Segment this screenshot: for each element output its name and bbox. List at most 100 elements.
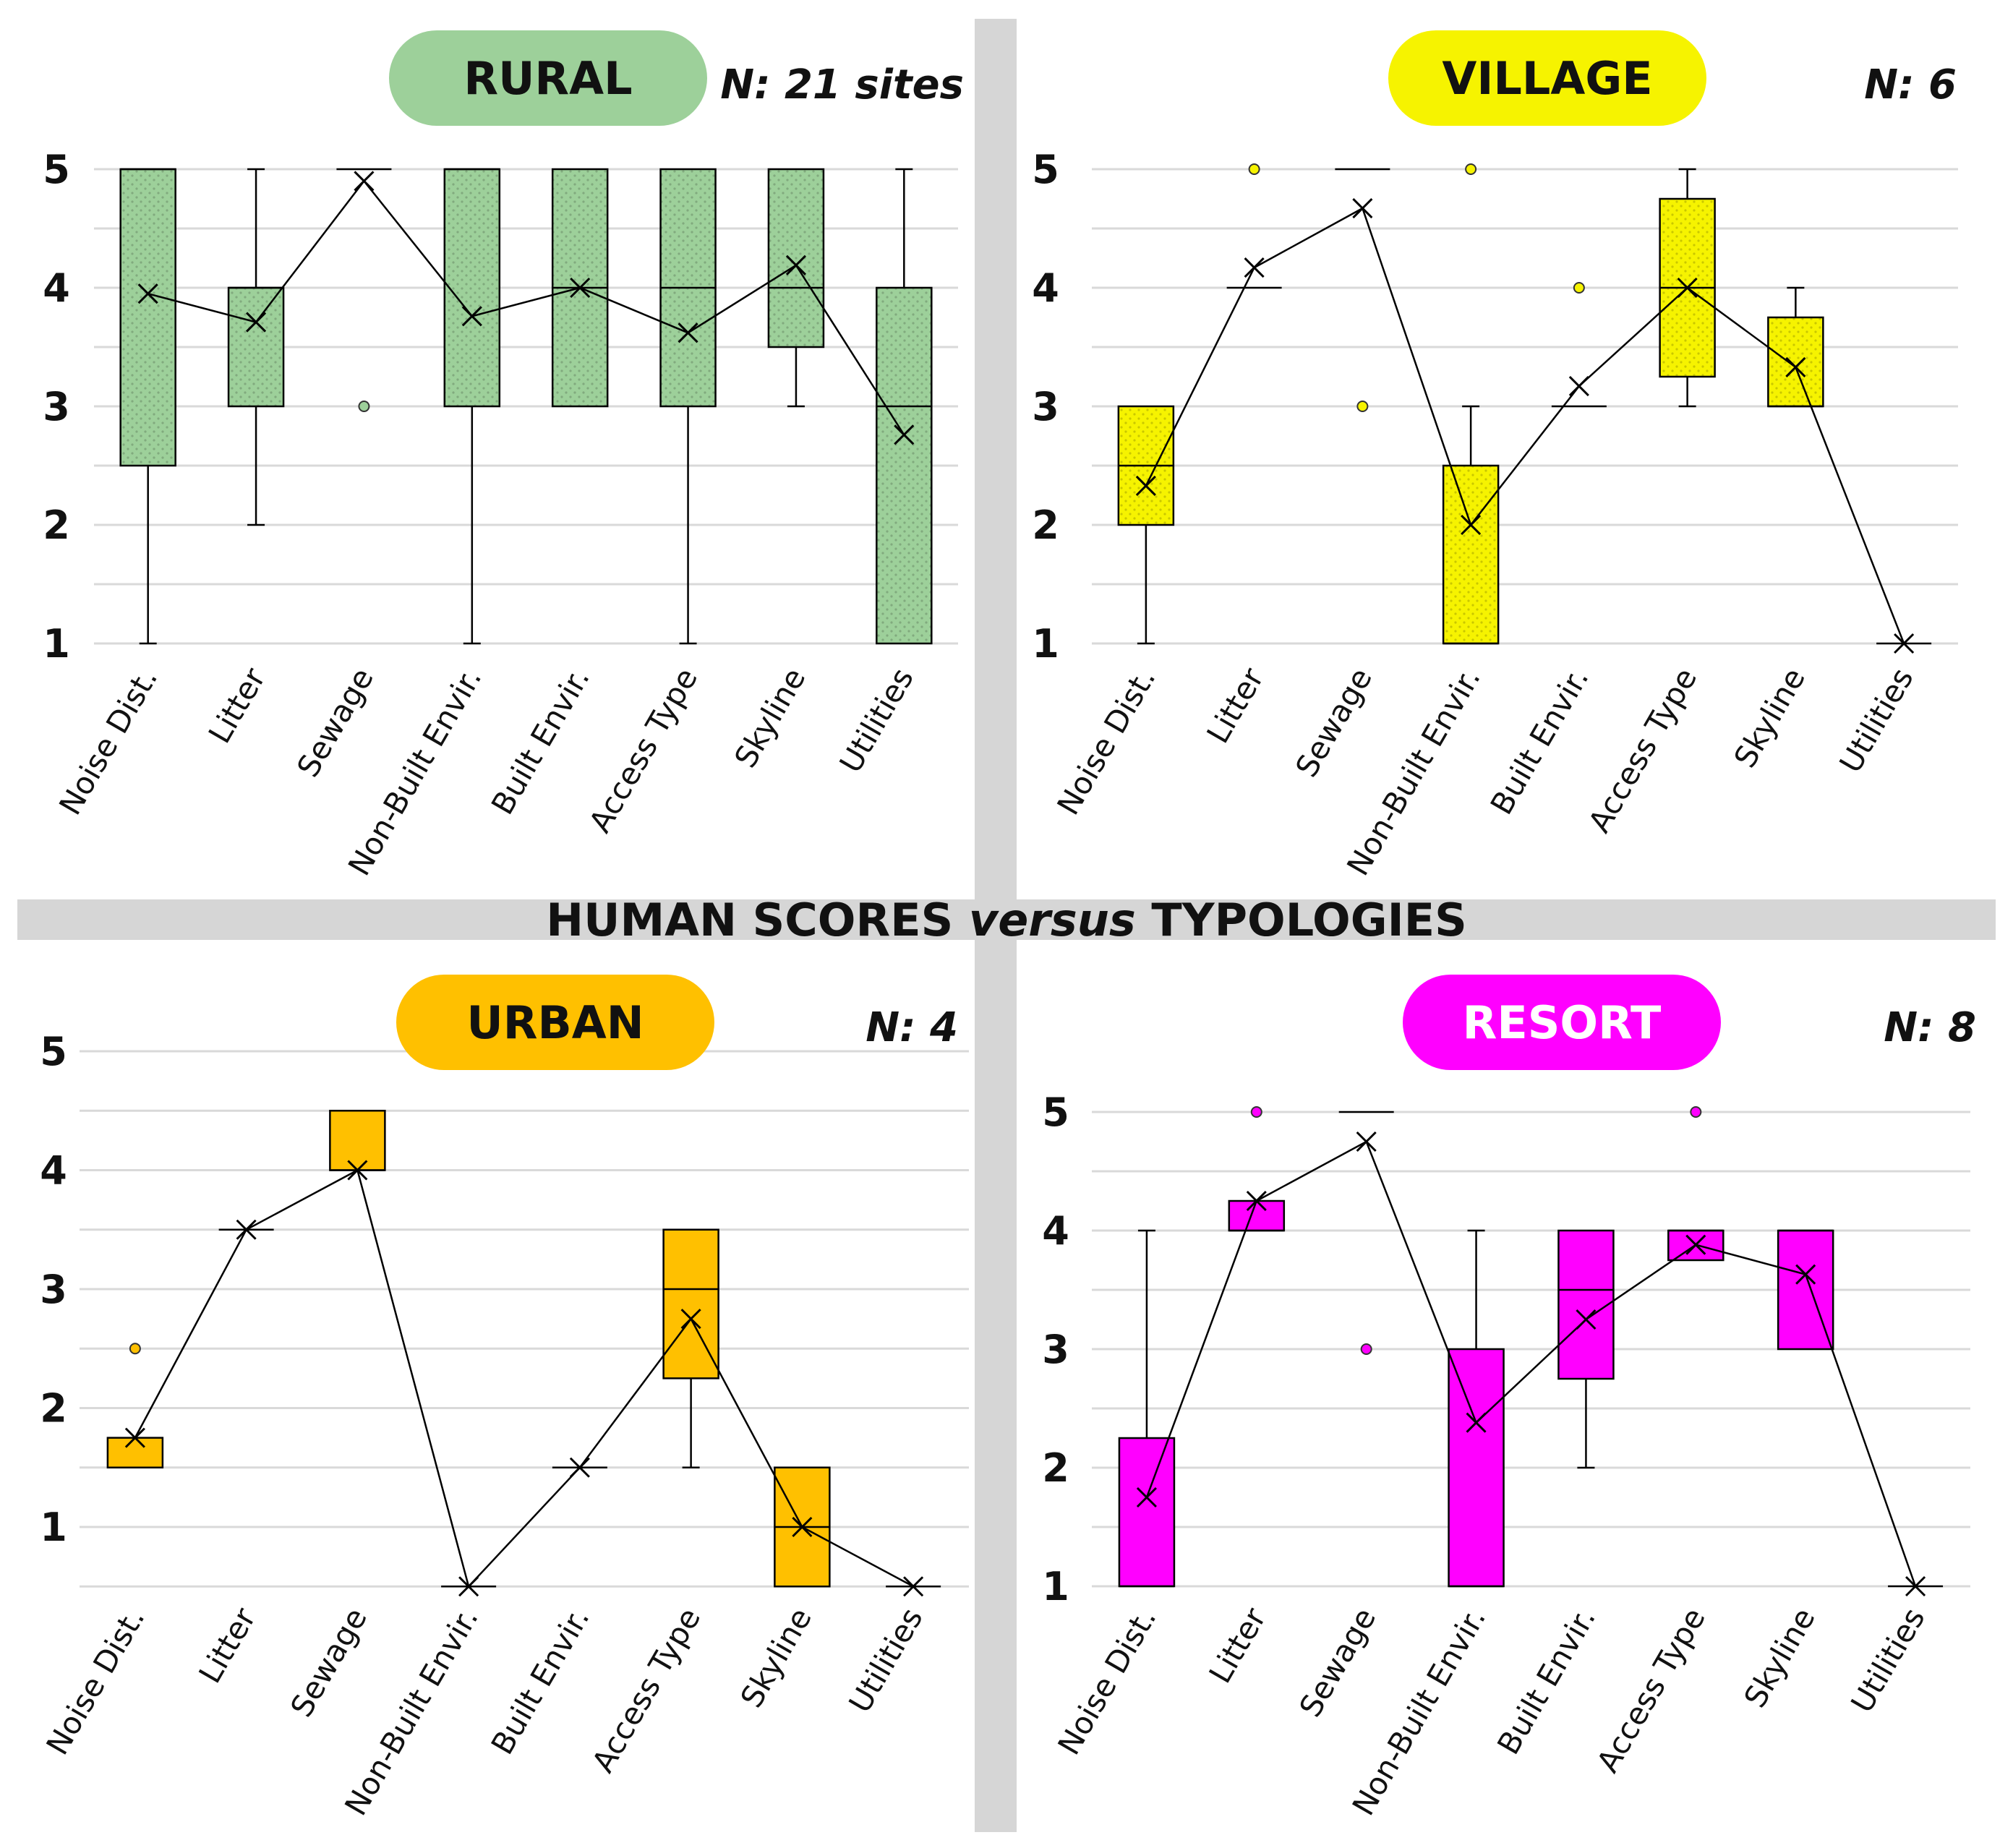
box-noise-dist-: [1118, 1229, 1176, 1588]
horizontal-divider: [17, 899, 1996, 940]
y-tick-label: 4: [1042, 1208, 1069, 1254]
mean-marker: [458, 1576, 479, 1597]
outlier-point: [1356, 401, 1369, 412]
mean-marker: [680, 1309, 701, 1330]
outlier-point: [358, 401, 370, 412]
sample-size-label: N: 6: [1864, 61, 1957, 108]
mean-marker: [1135, 475, 1156, 496]
outlier-point: [1248, 163, 1260, 175]
mean-marker: [347, 1160, 368, 1181]
box-litter: [1228, 1106, 1286, 1232]
mean-marker: [1136, 1486, 1158, 1508]
y-tick-label: 5: [40, 1029, 67, 1074]
box-non-built-envir-: [1448, 1229, 1505, 1588]
mean-trend-line: [148, 179, 905, 436]
box-body: [1228, 1199, 1286, 1232]
mean-marker: [1246, 1190, 1267, 1212]
y-tick-label: 5: [1042, 1090, 1069, 1135]
y-tick-label: 3: [1032, 384, 1059, 429]
box-utilities: [876, 168, 933, 645]
box-litter: [1226, 163, 1282, 289]
box-texture: [228, 288, 284, 406]
box-body: [1448, 1348, 1505, 1588]
panel-title-pill: [1388, 30, 1706, 126]
panel-title: URBAN: [466, 996, 644, 1049]
mean-marker: [1568, 376, 1589, 397]
box-built-envir-: [1551, 282, 1607, 408]
box-texture: [768, 169, 824, 347]
mean-marker: [1905, 1575, 1926, 1597]
sample-size-label: N: 8: [1884, 1004, 1976, 1051]
box-texture: [120, 169, 176, 466]
box-body: [1777, 1229, 1834, 1351]
figure-title: HUMAN SCORES versus TYPOLOGIES: [546, 894, 1466, 946]
outlier-point: [1360, 1343, 1372, 1355]
box-non-built-envir-: [1442, 163, 1500, 645]
mean-trend-line: [1145, 207, 1905, 644]
panel-title-pill: [1403, 975, 1721, 1070]
y-tick-label: 2: [1042, 1445, 1069, 1491]
box-texture: [444, 169, 500, 406]
box-noise-dist-: [106, 1343, 164, 1468]
y-tick-label: 3: [40, 1267, 67, 1312]
mean-marker: [1352, 198, 1373, 219]
y-tick-label: 1: [1032, 621, 1059, 667]
outlier-point: [1465, 163, 1477, 175]
box-sewage: [329, 1110, 386, 1171]
mean-marker: [894, 424, 915, 445]
mean-marker: [785, 254, 807, 275]
y-tick-label: 5: [43, 147, 70, 192]
y-tick-label: 3: [1042, 1327, 1069, 1372]
box-sewage: [1335, 168, 1390, 412]
y-tick-label: 4: [40, 1148, 67, 1194]
mean-marker: [1677, 277, 1698, 299]
box-built-envir-: [1557, 1229, 1615, 1469]
mean-marker: [137, 283, 158, 304]
y-tick-label: 4: [43, 265, 70, 311]
mean-marker: [246, 312, 267, 333]
y-tick-label: 1: [1042, 1564, 1069, 1609]
panel-title: RURAL: [463, 52, 632, 105]
box-body: [329, 1110, 386, 1171]
y-tick-label: 4: [1032, 265, 1059, 311]
mean-marker: [1795, 1264, 1816, 1285]
mean-marker: [569, 1457, 590, 1478]
panel-title: VILLAGE: [1442, 52, 1652, 105]
box-body: [106, 1437, 164, 1468]
y-tick-label: 1: [40, 1505, 67, 1550]
sample-size-label: N: 21 sites: [720, 61, 964, 108]
y-tick-label: 2: [43, 502, 70, 548]
panel-title-pill: [389, 30, 707, 126]
mean-marker: [124, 1427, 145, 1448]
outlier-point: [129, 1343, 141, 1355]
mean-marker: [1576, 1309, 1597, 1330]
y-tick-label: 3: [43, 384, 70, 429]
sample-size-label: N: 4: [866, 1004, 958, 1051]
mean-marker: [1244, 257, 1265, 278]
box-body: [1557, 1229, 1615, 1380]
mean-marker: [461, 306, 482, 327]
box-non-built-envir-: [443, 168, 501, 645]
mean-trend-line: [1145, 1140, 1917, 1587]
panel-title-pill: [396, 975, 714, 1070]
box-litter: [227, 168, 285, 526]
y-tick-label: 2: [1032, 502, 1059, 548]
y-tick-label: 1: [43, 621, 70, 667]
box-noise-dist-: [1117, 405, 1175, 645]
box-sewage: [1338, 1111, 1394, 1355]
box-texture: [1768, 317, 1824, 406]
mean-marker: [903, 1576, 924, 1597]
panel-title: RESORT: [1463, 996, 1662, 1049]
box-skyline: [1777, 1229, 1834, 1351]
mean-marker: [1785, 356, 1806, 377]
box-skyline: [767, 168, 825, 408]
box-sewage: [336, 168, 392, 412]
mean-marker: [792, 1516, 813, 1538]
mean-marker: [236, 1219, 257, 1240]
box-noise-dist-: [119, 168, 176, 645]
box-texture: [1443, 466, 1499, 643]
y-tick-label: 5: [1032, 147, 1059, 192]
mean-trend-line: [134, 1168, 914, 1588]
outlier-point: [1250, 1106, 1262, 1118]
